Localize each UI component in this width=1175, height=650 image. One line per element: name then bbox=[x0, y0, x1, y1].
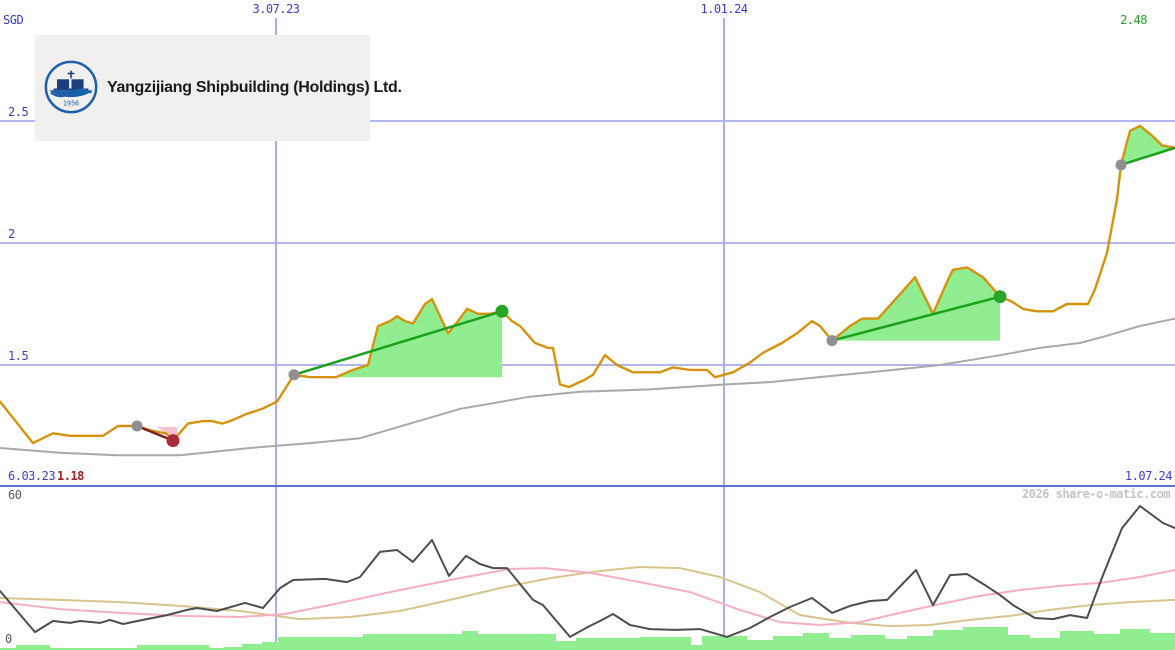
trend-lines bbox=[136, 146, 1175, 442]
trend-2-up bbox=[293, 310, 503, 376]
price-low-label: 1.18 bbox=[57, 469, 84, 483]
volume-bar bbox=[478, 634, 556, 650]
volume-bar bbox=[1120, 629, 1150, 650]
end-date-label: 1.07.24 bbox=[1124, 469, 1173, 483]
price-line bbox=[0, 124, 1175, 445]
volume-bar bbox=[702, 636, 747, 650]
price-high-label: 2.48 bbox=[1120, 13, 1147, 27]
volume-bar bbox=[1060, 631, 1094, 650]
osc-scale-bottom: 0 bbox=[5, 632, 12, 646]
volume-bar bbox=[1150, 633, 1175, 650]
volume-bar bbox=[933, 630, 963, 650]
volume-bar bbox=[16, 645, 50, 650]
volume-bar bbox=[773, 636, 803, 650]
osc-black-line bbox=[0, 505, 1175, 638]
volume-bar bbox=[1094, 634, 1120, 650]
trend-start-dot bbox=[826, 335, 838, 347]
volume-bar bbox=[556, 641, 576, 650]
trend-end-dot-green bbox=[993, 290, 1007, 304]
trend-start-dot bbox=[288, 369, 300, 381]
volume-bar bbox=[885, 639, 907, 650]
price-tick-2-5: 2.5 bbox=[8, 105, 29, 119]
company-header: 1956 Yangzijiang Shipbuilding (Holdings)… bbox=[35, 35, 402, 141]
company-name: Yangzijiang Shipbuilding (Holdings) Ltd. bbox=[107, 79, 402, 96]
trend-end-dot-red bbox=[166, 434, 180, 448]
volume-bar bbox=[640, 637, 691, 650]
trend-fill-areas bbox=[140, 125, 1175, 443]
trend-end-dot-green bbox=[495, 304, 509, 318]
price-tick-1-5: 1.5 bbox=[8, 349, 29, 363]
price-tick-2: 2 bbox=[8, 227, 15, 241]
date-tick-top-2: 1.01.24 bbox=[700, 2, 748, 16]
watermark: 2026 share-o-matic.com bbox=[1022, 487, 1170, 501]
volume-bar bbox=[963, 627, 1008, 650]
logo-year-text: 1956 bbox=[63, 99, 79, 107]
fill-trend3-gain bbox=[832, 267, 1000, 341]
osc-pink-line bbox=[0, 567, 1175, 626]
volume-bar bbox=[1008, 635, 1030, 650]
volume-bar bbox=[576, 638, 640, 650]
volume-bar bbox=[278, 637, 363, 650]
volume-bar bbox=[851, 635, 885, 650]
currency-label: SGD bbox=[3, 13, 24, 27]
volume-bar bbox=[1030, 638, 1060, 650]
trend-dots bbox=[131, 159, 1127, 448]
moving-average-line bbox=[0, 317, 1175, 457]
date-tick-top-1: 3.07.23 bbox=[252, 2, 300, 16]
volume-bar bbox=[803, 633, 829, 650]
osc-scale-top: 60 bbox=[8, 488, 22, 502]
volume-bar bbox=[224, 647, 242, 650]
volume-bar bbox=[691, 645, 702, 650]
trend-4-up bbox=[1120, 146, 1175, 167]
start-date-label: 6.03.23 bbox=[8, 469, 56, 483]
volume-bar bbox=[137, 645, 209, 650]
volume-bar bbox=[907, 636, 933, 650]
volume-bars bbox=[0, 627, 1175, 650]
fill-trend1-loss bbox=[157, 427, 177, 443]
volume-bar bbox=[747, 640, 773, 650]
volume-bar bbox=[462, 631, 478, 650]
volume-bar bbox=[262, 642, 278, 650]
volume-bar bbox=[829, 638, 851, 650]
volume-bar bbox=[363, 634, 462, 650]
series-lines bbox=[0, 124, 1175, 638]
osc-tan-line bbox=[0, 566, 1175, 628]
trend-start-dot bbox=[131, 420, 143, 432]
trend-3-up bbox=[831, 295, 1001, 342]
company-logo-icon: 1956 bbox=[44, 60, 98, 114]
volume-bar bbox=[242, 644, 262, 650]
fill-trend2-gain bbox=[294, 299, 502, 378]
fill-trend4-gain bbox=[1121, 125, 1175, 165]
trend-start-dot bbox=[1115, 159, 1127, 171]
